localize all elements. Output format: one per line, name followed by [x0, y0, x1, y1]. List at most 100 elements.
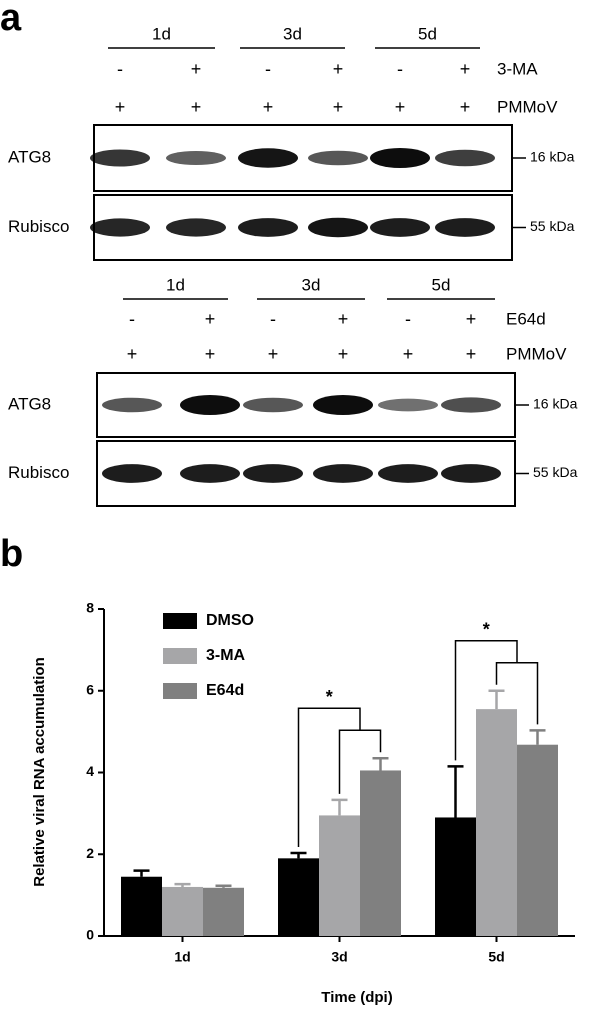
bar: [517, 744, 558, 936]
significance-bracket: [338, 729, 382, 794]
legend-swatch: [163, 648, 197, 664]
bar: [319, 815, 360, 936]
band: [90, 218, 150, 237]
y-tick-label: 8: [86, 600, 94, 616]
lane-label: Rubisco: [8, 217, 69, 236]
y-tick-label: 4: [86, 763, 94, 779]
bar: [435, 817, 476, 936]
band: [102, 397, 162, 413]
error-bar: [290, 851, 307, 859]
legend-label: DMSO: [206, 612, 254, 629]
treatment-sign: +: [460, 59, 471, 79]
band: [313, 395, 373, 415]
error-bar: [133, 869, 150, 877]
treatment-sign: -: [117, 59, 123, 79]
marker-label: 55 kDa: [533, 464, 578, 480]
error-bar: [331, 798, 348, 816]
band: [370, 218, 430, 237]
bar: [278, 858, 319, 936]
bar: [162, 886, 203, 936]
lane-label: ATG8: [8, 147, 51, 166]
band: [238, 148, 298, 168]
band: [166, 151, 226, 165]
treatment-sign: +: [268, 344, 279, 364]
treatment-sign: +: [460, 97, 471, 117]
band: [308, 150, 368, 166]
treatment-sign: +: [127, 344, 138, 364]
band: [441, 464, 501, 483]
band: [378, 398, 438, 412]
row-label: 3-MA: [497, 59, 538, 78]
treatment-sign: +: [115, 97, 126, 117]
band: [180, 464, 240, 483]
band: [243, 464, 303, 483]
treatment-sign: +: [403, 344, 414, 364]
bar: [203, 887, 244, 936]
panel-label: b: [0, 533, 23, 575]
significance-label: *: [326, 687, 333, 707]
significance-bracket: [454, 640, 518, 761]
error-bar: [447, 765, 464, 818]
y-axis-label: Relative viral RNA accumulation: [31, 657, 48, 887]
y-tick-label: 6: [86, 681, 94, 697]
band: [180, 395, 240, 415]
legend-label: 3-MA: [206, 647, 246, 664]
treatment-sign: +: [395, 97, 406, 117]
error-bar: [174, 882, 191, 887]
marker-label: 16 kDa: [533, 396, 578, 412]
x-tick-label: 1d: [174, 949, 190, 965]
band: [313, 464, 373, 483]
panel-label: a: [0, 0, 22, 39]
significance-label: *: [483, 620, 490, 640]
treatment-sign: +: [466, 344, 477, 364]
x-tick-label: 5d: [488, 949, 504, 965]
error-bar: [372, 756, 389, 771]
band: [441, 397, 501, 413]
treatment-sign: +: [333, 59, 344, 79]
group-label: 5d: [432, 275, 451, 294]
x-axis-label: Time (dpi): [321, 989, 392, 1006]
treatment-sign: +: [263, 97, 274, 117]
band: [166, 218, 226, 237]
treatment-sign: -: [397, 59, 403, 79]
treatment-sign: +: [205, 344, 216, 364]
band: [435, 149, 495, 167]
band: [243, 397, 303, 413]
treatment-sign: +: [338, 309, 349, 329]
legend-label: E64d: [206, 682, 244, 699]
group-label: 3d: [283, 24, 302, 43]
error-bar: [488, 689, 505, 710]
significance-bracket: [297, 707, 361, 848]
group-label: 1d: [166, 275, 185, 294]
group-label: 3d: [302, 275, 321, 294]
band: [370, 148, 430, 168]
band: [90, 149, 150, 167]
group-label: 1d: [152, 24, 171, 43]
marker-label: 16 kDa: [530, 149, 575, 165]
lane-label: Rubisco: [8, 463, 69, 482]
group-label: 5d: [418, 24, 437, 43]
band: [102, 464, 162, 483]
treatment-sign: +: [466, 309, 477, 329]
treatment-sign: -: [270, 309, 276, 329]
row-label: PMMoV: [506, 344, 567, 363]
treatment-sign: +: [191, 59, 202, 79]
treatment-sign: +: [205, 309, 216, 329]
lane-label: ATG8: [8, 394, 51, 413]
treatment-sign: -: [405, 309, 411, 329]
bar: [476, 709, 517, 936]
band: [308, 217, 368, 238]
bar: [121, 876, 162, 936]
legend-swatch: [163, 613, 197, 629]
band: [435, 218, 495, 237]
band: [238, 218, 298, 237]
error-bar: [215, 884, 232, 888]
treatment-sign: +: [338, 344, 349, 364]
row-label: E64d: [506, 309, 546, 328]
treatment-sign: -: [265, 59, 271, 79]
band: [378, 464, 438, 483]
marker-label: 55 kDa: [530, 218, 575, 234]
error-bar: [529, 729, 546, 745]
bar: [360, 770, 401, 936]
treatment-sign: +: [191, 97, 202, 117]
